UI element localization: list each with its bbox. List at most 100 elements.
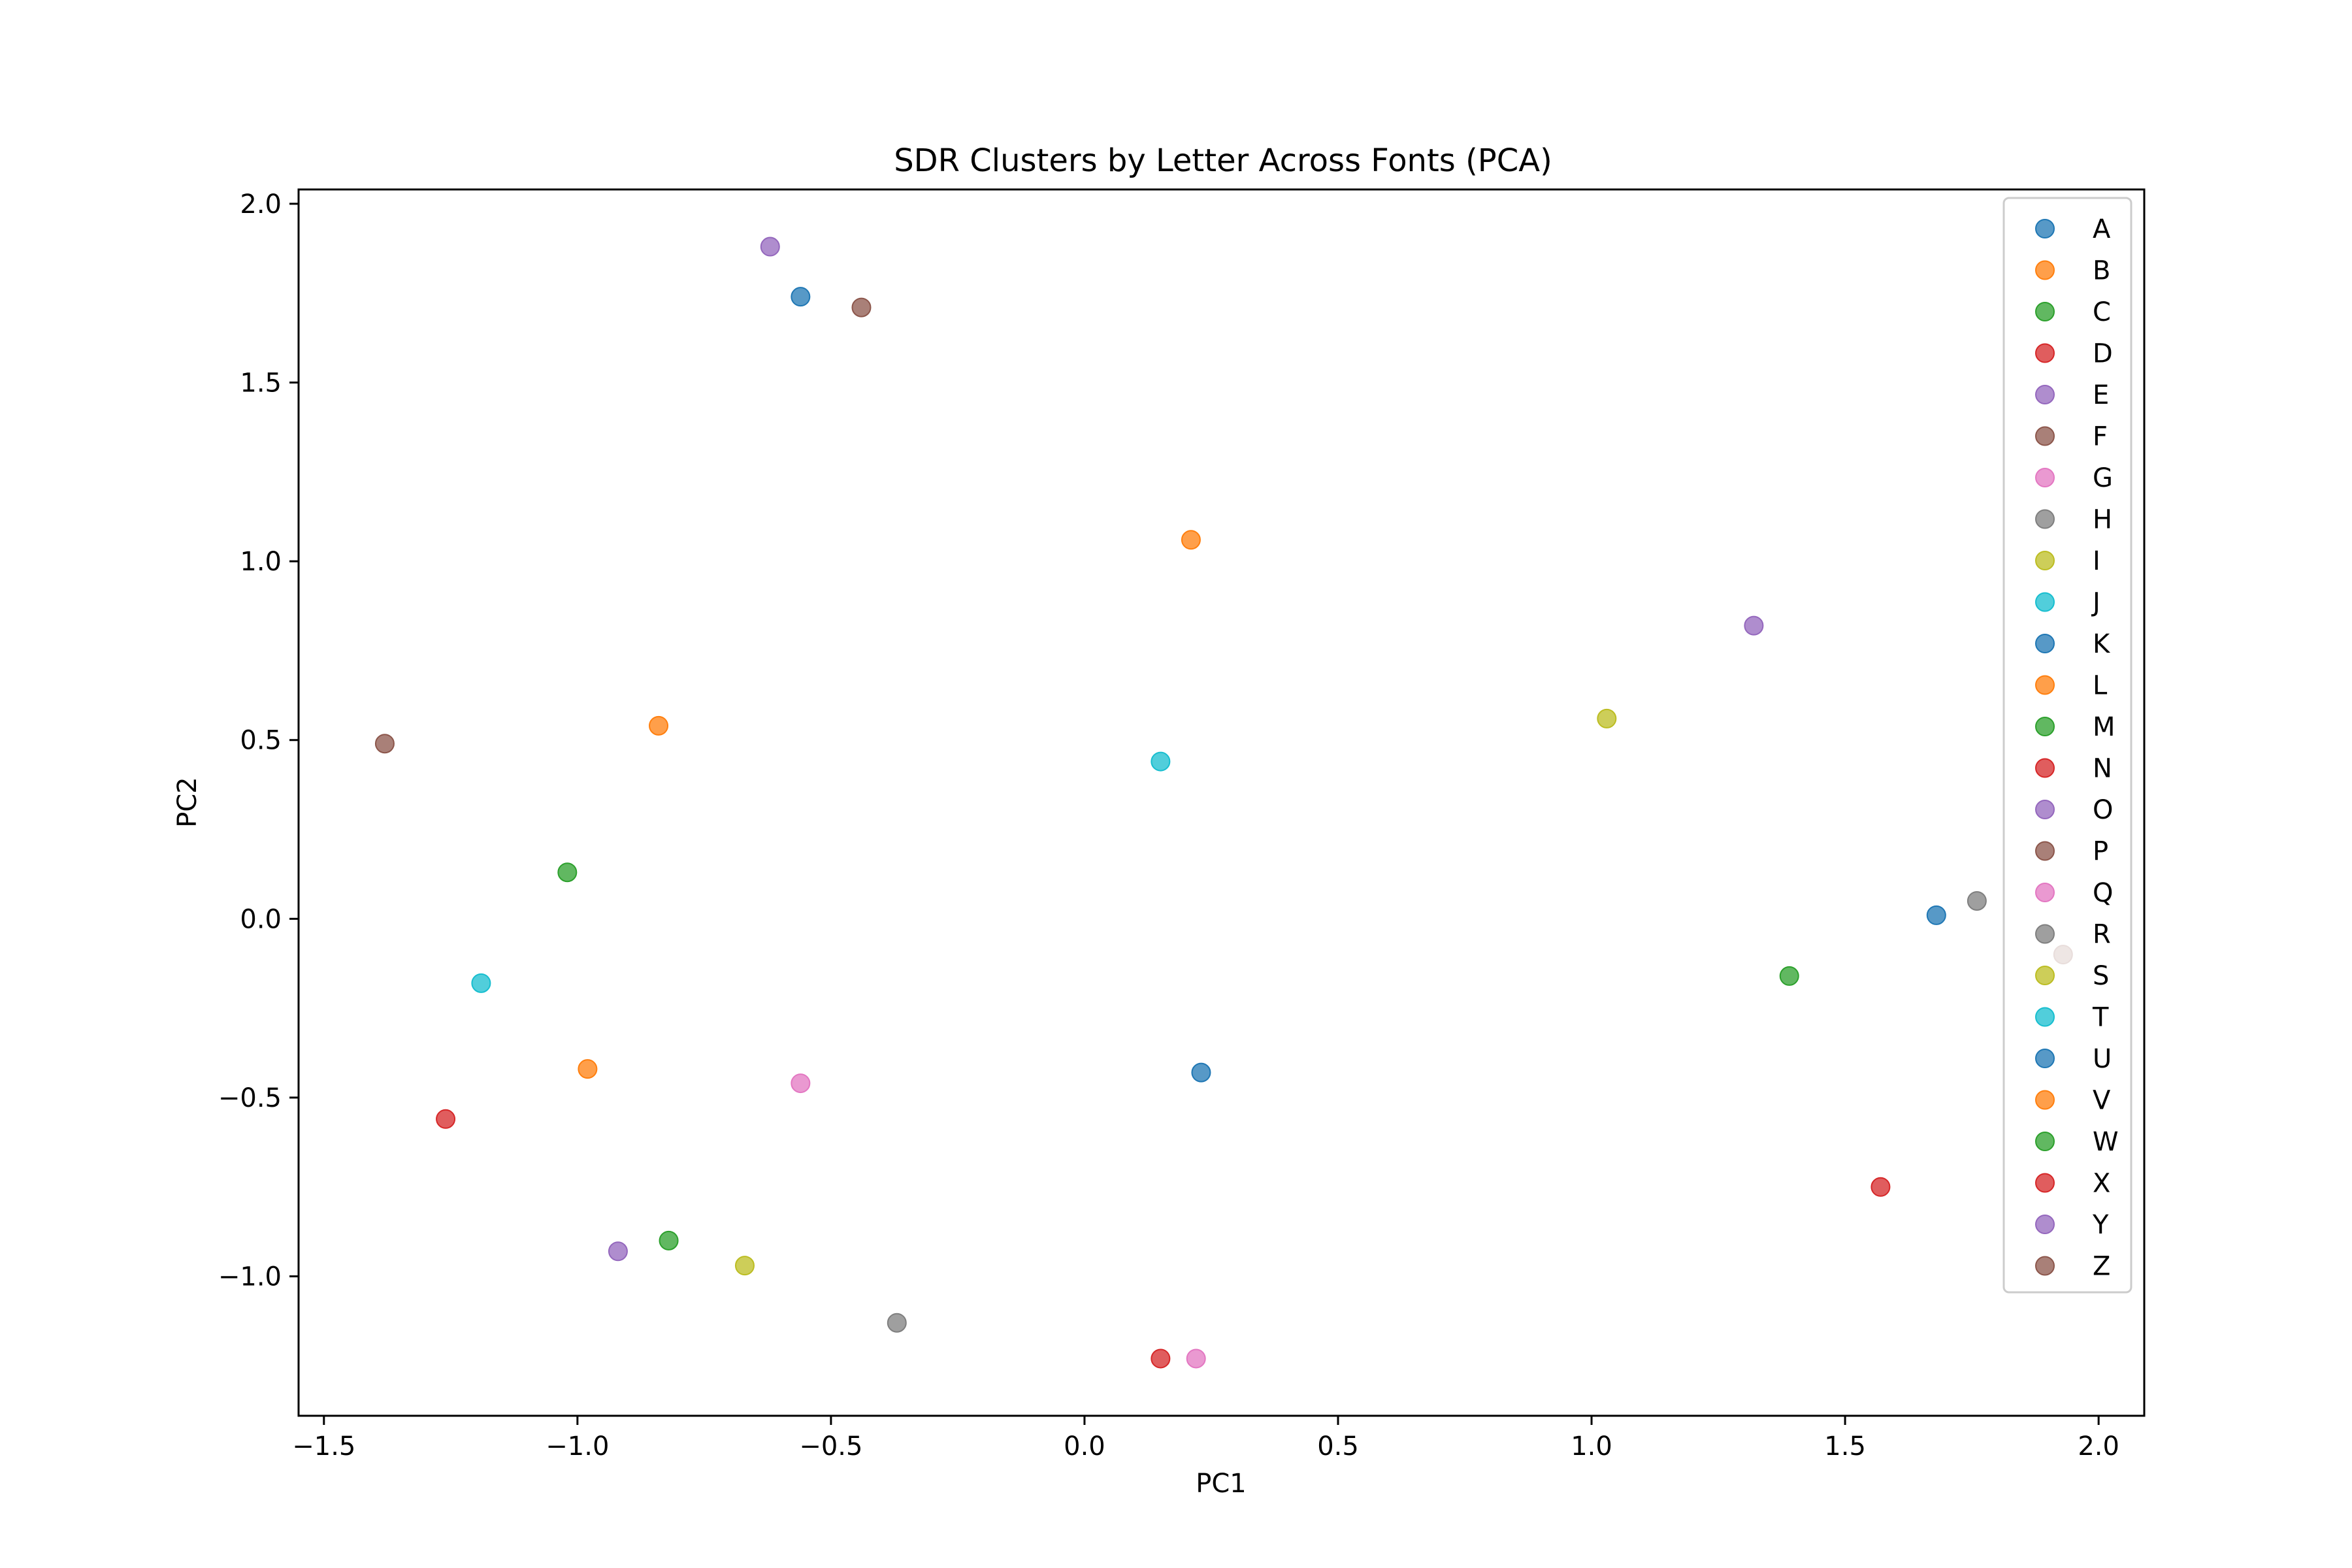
x-axis: −1.5 −1.0 −0.5 0.0 0.5 1.0 1.5 2.0 [292, 1416, 2119, 1462]
legend-label-i: I [2093, 546, 2100, 576]
legend-label-k: K [2093, 629, 2111, 659]
data-point-r [887, 1313, 907, 1333]
legend-label-l: L [2093, 671, 2108, 701]
y-tick-label: −1.0 [218, 1262, 282, 1292]
legend-marker-n [2035, 758, 2055, 778]
legend-marker-s [2035, 966, 2055, 985]
data-point-l [649, 715, 669, 736]
y-tick-label: −0.5 [218, 1083, 282, 1113]
y-tick-label: 0.5 [240, 726, 282, 756]
legend-label-m: M [2093, 712, 2115, 742]
data-point-k [1926, 905, 1946, 925]
data-point-m [557, 862, 578, 883]
legend-label-s: S [2093, 961, 2109, 991]
legend-label-c: C [2093, 297, 2111, 327]
legend-label-d: D [2093, 339, 2113, 369]
y-tick-label: 1.5 [240, 368, 282, 399]
legend-marker-m [2035, 717, 2055, 736]
x-tick-label: 0.0 [1064, 1431, 1105, 1462]
data-point-b [1181, 530, 1201, 550]
data-point-e [760, 237, 780, 257]
legend-label-e: E [2093, 380, 2109, 410]
data-point-d [1870, 1177, 1891, 1197]
legend-label-q: Q [2093, 878, 2113, 908]
legend-marker-e [2035, 385, 2055, 404]
data-point-u [1191, 1062, 1211, 1083]
legend-marker-o [2035, 800, 2055, 819]
legend-label-u: U [2093, 1044, 2112, 1074]
data-point-x [1151, 1348, 1171, 1369]
y-tick-label: 0.0 [240, 904, 282, 934]
legend-marker-k [2035, 634, 2055, 653]
legend-marker-p [2035, 841, 2055, 861]
legend-label-n: N [2093, 754, 2112, 784]
legend-marker-x [2035, 1173, 2055, 1193]
legend-label-b: B [2093, 256, 2110, 286]
data-point-c [1779, 966, 1799, 986]
data-point-s [1597, 708, 1617, 728]
x-tick-label: 0.5 [1317, 1431, 1359, 1462]
chart-title: SDR Clusters by Letter Across Fonts (PCA… [894, 142, 1552, 179]
legend-label-j: J [2091, 588, 2100, 618]
legend-marker-c [2035, 302, 2055, 321]
legend-label-o: O [2093, 795, 2113, 825]
legend-marker-a [2035, 219, 2055, 238]
data-point-f [374, 734, 395, 754]
legend-label-t: T [2092, 1003, 2109, 1033]
legend-label-w: W [2093, 1127, 2119, 1157]
legend-label-p: P [2093, 837, 2108, 867]
x-tick-label: 1.0 [1571, 1431, 1612, 1462]
data-point-q [791, 1073, 811, 1094]
data-point-o [1744, 615, 1764, 636]
data-point-g [1186, 1348, 1206, 1369]
legend-marker-b [2035, 260, 2055, 280]
x-tick-label: 1.5 [1824, 1431, 1866, 1462]
x-tick-label: 2.0 [2078, 1431, 2119, 1462]
y-tick-label: 1.0 [240, 547, 282, 577]
legend-marker-j [2035, 592, 2055, 612]
data-point-w [659, 1230, 679, 1250]
y-axis: −1.0 −0.5 0.0 0.5 1.0 1.5 2.0 [218, 189, 299, 1292]
legend-marker-r [2035, 924, 2055, 944]
legend-marker-d [2035, 343, 2055, 363]
legend-label-v: V [2093, 1086, 2111, 1116]
legend-marker-w [2035, 1132, 2055, 1151]
legend-label-h: H [2093, 505, 2112, 535]
legend-marker-t [2035, 1007, 2055, 1027]
x-axis-title: PC1 [1196, 1469, 1247, 1499]
data-point-t [471, 973, 491, 993]
legend-marker-z [2035, 1256, 2055, 1276]
data-point-a [791, 287, 811, 307]
data-point-h [1967, 890, 1987, 911]
legend-label-a: A [2093, 214, 2111, 244]
markers-layer [374, 237, 2073, 1369]
legend-label-x: X [2093, 1169, 2110, 1199]
legend-marker-q [2035, 883, 2055, 902]
x-tick-label: −1.0 [546, 1431, 609, 1462]
legend-label-g: G [2093, 463, 2113, 493]
legend-label-z: Z [2093, 1252, 2110, 1282]
legend-marker-l [2035, 675, 2055, 695]
data-point-y [608, 1241, 628, 1262]
legend-label-f: F [2093, 422, 2108, 452]
x-tick-label: −0.5 [799, 1431, 862, 1462]
data-point-i [734, 1256, 755, 1276]
legend-marker-v [2035, 1090, 2055, 1110]
legend-marker-i [2035, 551, 2055, 570]
data-point-v [578, 1059, 598, 1079]
legend-marker-h [2035, 509, 2055, 529]
x-tick-label: −1.5 [292, 1431, 355, 1462]
data-point-p [851, 297, 872, 318]
legend-marker-g [2035, 468, 2055, 487]
legend-label-y: Y [2092, 1210, 2109, 1240]
data-point-n [436, 1109, 456, 1129]
data-point-j [1151, 751, 1171, 772]
plot-frame [297, 188, 2146, 1417]
legend-marker-u [2035, 1049, 2055, 1068]
y-axis-title: PC2 [172, 777, 203, 828]
legend-marker-y [2035, 1215, 2055, 1234]
y-tick-label: 2.0 [240, 189, 282, 220]
